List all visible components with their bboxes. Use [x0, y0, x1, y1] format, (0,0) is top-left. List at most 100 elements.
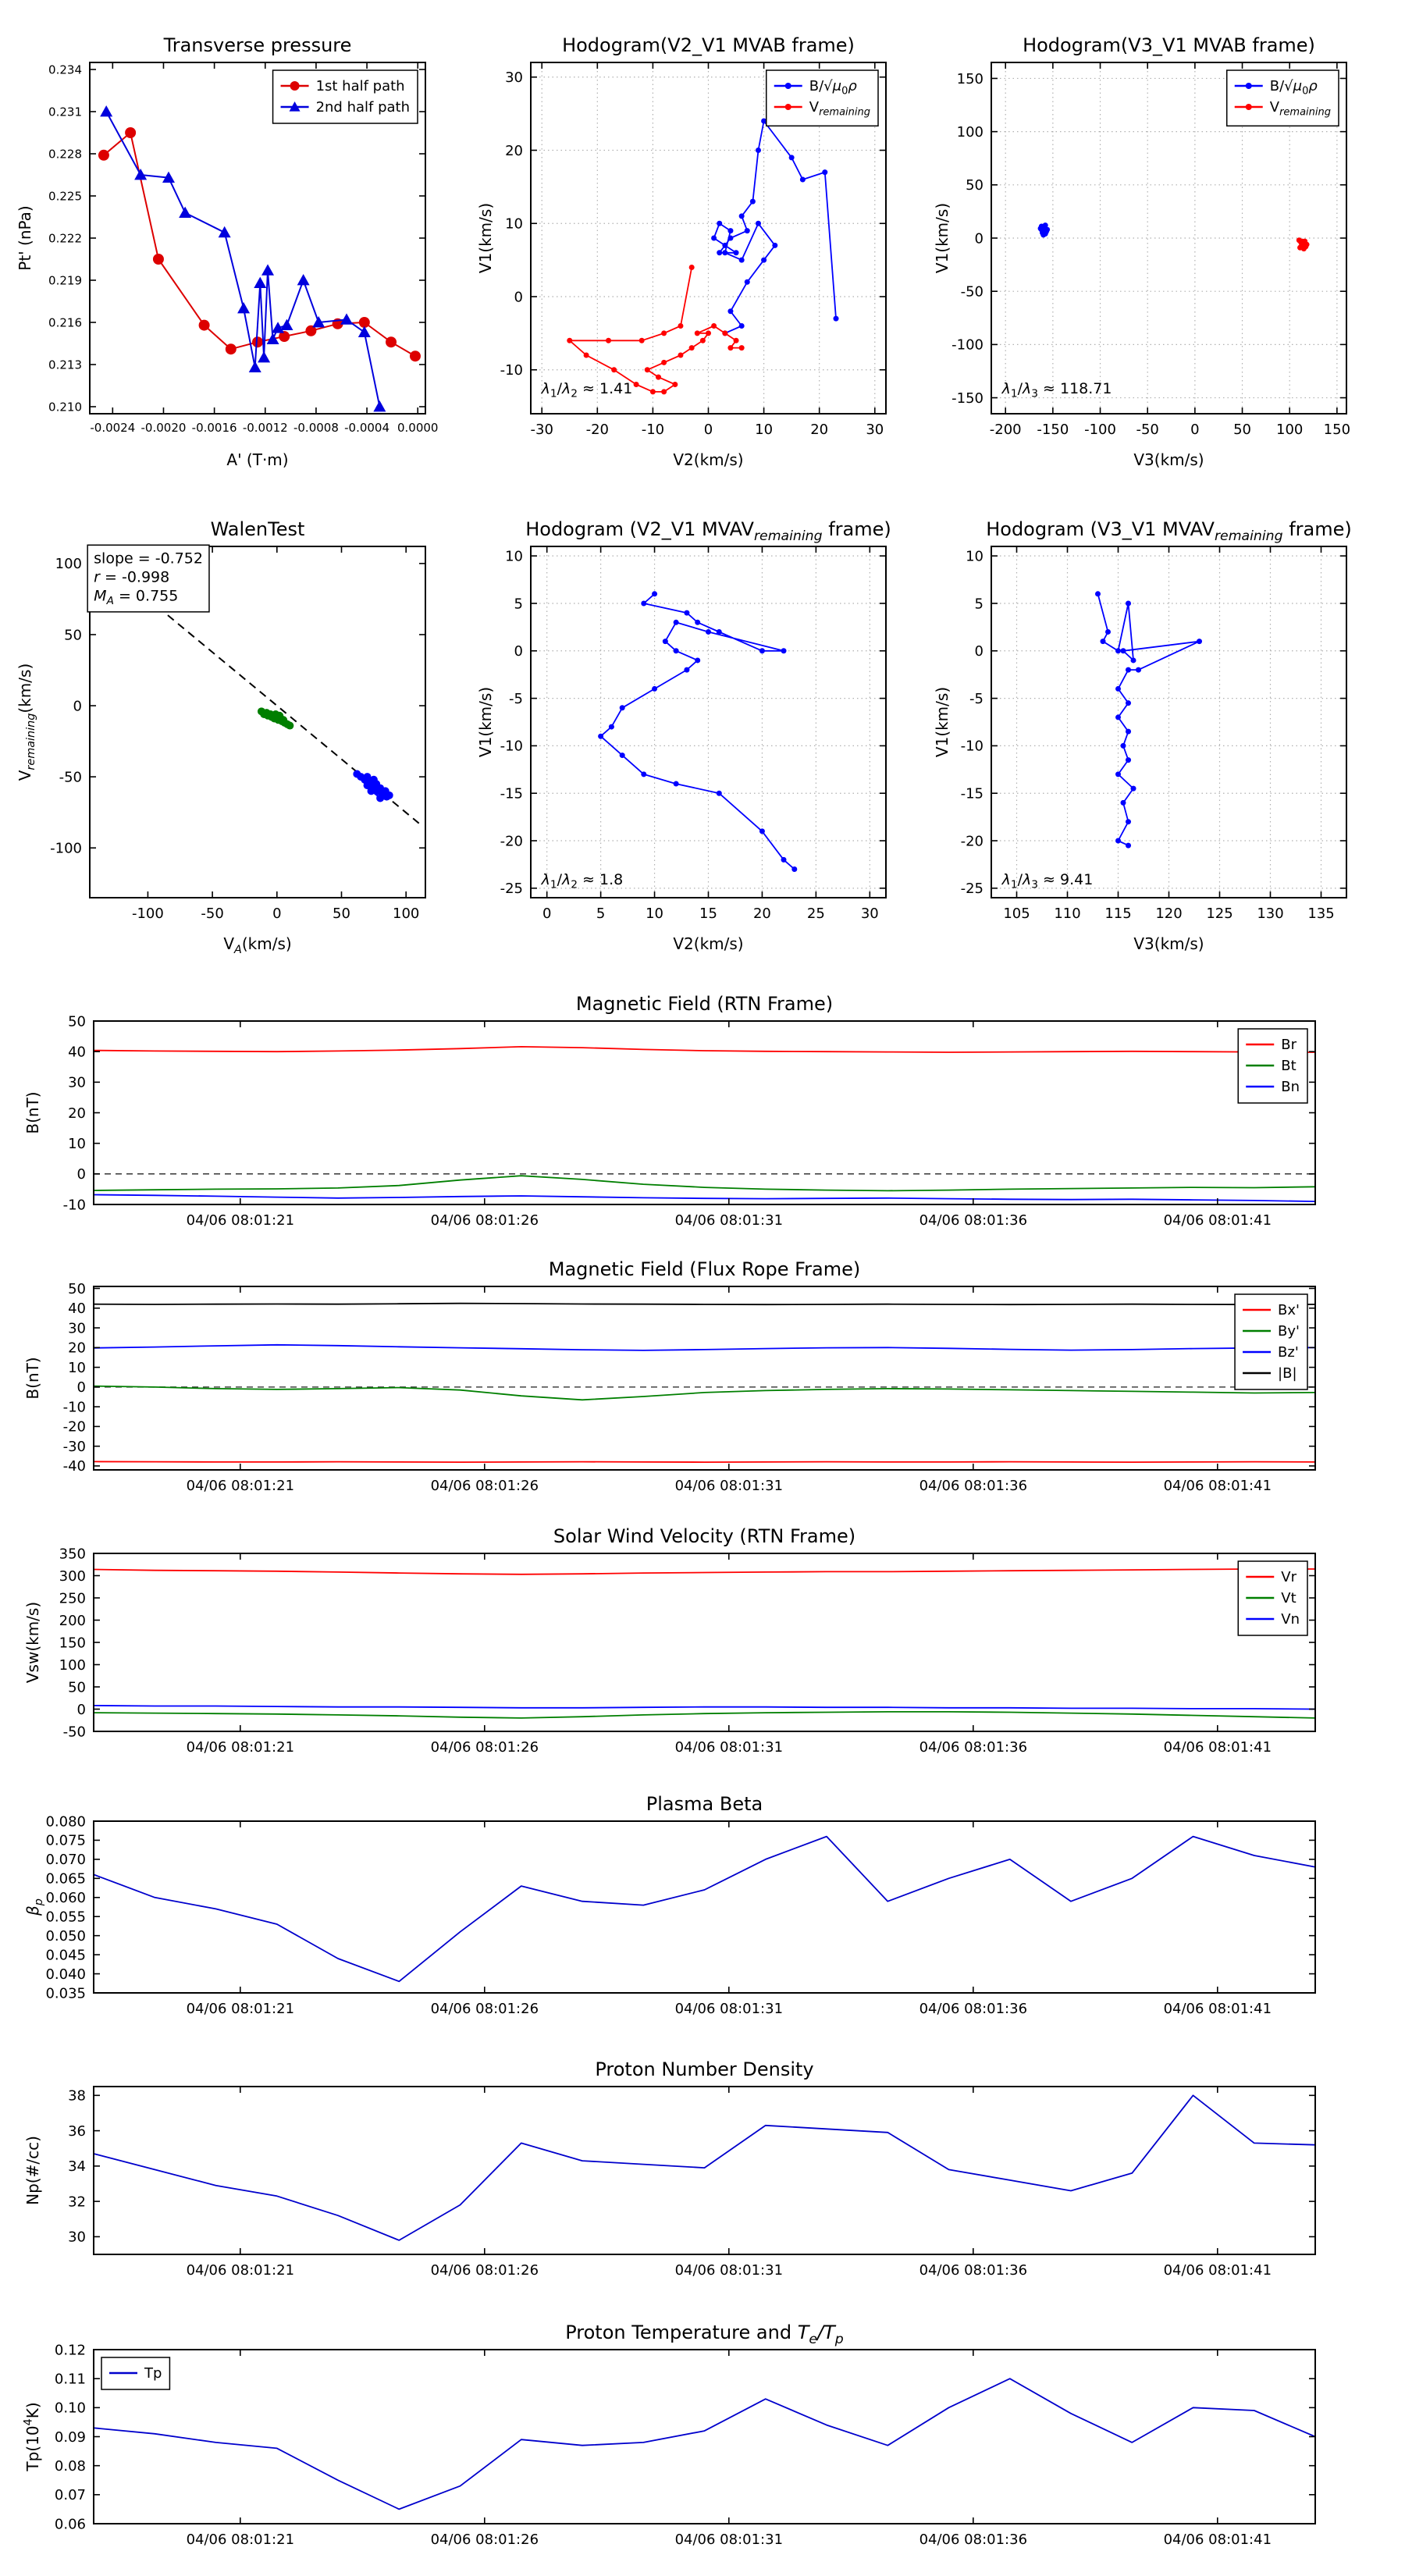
svg-text:5: 5 [596, 906, 605, 922]
x-axis-label: V3(km/s) [1133, 934, 1204, 953]
svg-text:30: 30 [68, 1320, 86, 1336]
svg-text:-50: -50 [201, 906, 223, 922]
svg-text:350: 350 [59, 1546, 86, 1562]
chart-title: Transverse pressure [163, 34, 352, 56]
chart-transverse-pressure: -0.0024 -0.0020 -0.0016 -0.0012 -0.0008 -0.00… [16, 34, 438, 469]
svg-text:0.10: 0.10 [55, 2400, 86, 2417]
svg-text:50: 50 [333, 906, 350, 922]
svg-text:04/06 08:01:21: 04/06 08:01:21 [187, 2532, 294, 2548]
svg-text:-25: -25 [961, 881, 984, 897]
svg-text:-10: -10 [63, 1197, 86, 1213]
svg-text:30: 30 [68, 1075, 86, 1091]
svg-text:-100: -100 [951, 337, 984, 354]
series-v-remaining [1296, 237, 1310, 252]
series-Bt [93, 1175, 1316, 1192]
svg-text:-25: -25 [500, 881, 523, 897]
chart-legend: B/√μ0ρ Vremaining [1225, 69, 1339, 127]
x-axis-label: V3(km/s) [1133, 450, 1204, 469]
chart-title: Hodogram (V2_V1 MVAVremaining frame) [525, 518, 891, 544]
svg-text:04/06 08:01:41: 04/06 08:01:41 [1164, 1212, 1272, 1229]
svg-text:0.080: 0.080 [45, 1813, 86, 1830]
series-first-half-path [98, 127, 421, 362]
svg-text:32: 32 [68, 2194, 86, 2210]
panel-transverse-pressure: -0.0024 -0.0020 -0.0016 -0.0012 -0.0008 -0.00… [12, 20, 453, 476]
chart-hodogram-v2v1-mvab: -30 -20 -10 0 10 20 30 -10 0 10 20 30 Hodogram(V2_V1… [476, 34, 887, 469]
svg-text:150: 150 [59, 1635, 86, 1651]
series-Vr [93, 1568, 1315, 1575]
series-Bz-prime [93, 1343, 1316, 1351]
svg-text:-15: -15 [500, 786, 523, 802]
panel-hodogram-v3v1-mvav: 105 110 115 120 125 130 135 -25 -20 -15 -10 -5 0 5 10 H… [929, 503, 1374, 960]
chart-title: Magnetic Field (Flux Rope Frame) [549, 1258, 860, 1280]
chart-proton-density: 04/06 08:01:21 04/06 08:01:26 04/06 08:01:… [23, 2058, 1316, 2279]
svg-text:0: 0 [77, 1379, 86, 1396]
series-Np [93, 2094, 1316, 2241]
svg-text:0.050: 0.050 [45, 1928, 86, 1944]
svg-text:04/06 08:01:31: 04/06 08:01:31 [675, 2262, 783, 2279]
svg-text:-10: -10 [961, 738, 984, 755]
svg-text:30: 30 [866, 422, 884, 438]
svg-text:0: 0 [1190, 422, 1199, 438]
svg-text:0.12: 0.12 [55, 2342, 86, 2358]
series-second-half-path [100, 105, 386, 412]
chart-title: Hodogram(V2_V1 MVAB frame) [562, 34, 855, 56]
svg-text:100: 100 [59, 1657, 86, 1674]
svg-text:Vremaining: Vremaining [1270, 99, 1331, 118]
svg-text:0: 0 [704, 422, 713, 438]
panel-proton-density: 04/06 08:01:21 04/06 08:01:26 04/06 08:01:… [20, 2048, 1385, 2283]
svg-text:04/06 08:01:26: 04/06 08:01:26 [431, 2001, 539, 2017]
svg-text:-20: -20 [961, 833, 984, 849]
series-v-remaining-path [1095, 591, 1202, 849]
svg-text:25: 25 [807, 906, 825, 922]
chart-legend: Br Bt Bn [1237, 1028, 1308, 1104]
svg-text:Vr: Vr [1281, 1569, 1297, 1585]
x-axis-label: A' (T·m) [226, 450, 288, 469]
svg-text:By': By' [1278, 1323, 1300, 1340]
axes: -100 -50 0 50 100 -100 -50 0 50 100 [50, 546, 426, 922]
gridlines [991, 546, 1346, 898]
annotation: λ1/λ3 ≈ 9.41 [1001, 871, 1094, 891]
svg-text:50: 50 [68, 1281, 86, 1297]
svg-text:04/06 08:01:31: 04/06 08:01:31 [675, 2532, 783, 2548]
svg-text:04/06 08:01:26: 04/06 08:01:26 [431, 1478, 539, 1494]
series-alfven-velocity [1037, 222, 1051, 238]
panel-proton-temp: 04/06 08:01:21 04/06 08:01:26 04/06 08:01:… [20, 2311, 1385, 2553]
chart-legend: 1st half path 2nd half path [272, 69, 418, 124]
svg-text:04/06 08:01:21: 04/06 08:01:21 [187, 1478, 294, 1494]
series-Vt [93, 1710, 1316, 1719]
svg-text:slope = -0.752: slope = -0.752 [94, 550, 203, 567]
svg-text:0.219: 0.219 [48, 273, 82, 287]
series-v-remaining-path [598, 591, 798, 873]
svg-text:5: 5 [514, 596, 523, 612]
svg-text:-0.0020: -0.0020 [141, 421, 187, 435]
y-axis-label: Pt' (nPa) [16, 205, 34, 270]
svg-text:λ1/λ3 ≈ 118.71: λ1/λ3 ≈ 118.71 [1001, 380, 1112, 400]
svg-text:0: 0 [514, 289, 523, 305]
svg-text:04/06 08:01:36: 04/06 08:01:36 [919, 2262, 1027, 2279]
svg-text:50: 50 [64, 627, 82, 643]
panel-hodogram-v2v1-mvab: -30 -20 -10 0 10 20 30 -10 0 10 20 30 Hodogram(V2_V1… [472, 20, 909, 476]
svg-text:0.060: 0.060 [45, 1890, 86, 1906]
annotation: λ1/λ3 ≈ 118.71 [1001, 380, 1112, 400]
svg-text:-10: -10 [63, 1399, 86, 1415]
svg-text:-50: -50 [63, 1724, 86, 1740]
svg-text:-50: -50 [961, 283, 984, 300]
series-alfven-velocity [711, 118, 839, 336]
svg-text:0: 0 [73, 698, 82, 714]
svg-text:0.213: 0.213 [48, 358, 82, 372]
svg-text:λ1/λ2 ≈ 1.41: λ1/λ2 ≈ 1.41 [541, 380, 633, 400]
svg-text:0.231: 0.231 [48, 105, 82, 119]
y-axis-label: Vsw(km/s) [23, 1602, 42, 1683]
svg-text:04/06 08:01:26: 04/06 08:01:26 [431, 1212, 539, 1229]
svg-text:0.07: 0.07 [55, 2487, 86, 2503]
svg-text:-40: -40 [63, 1458, 86, 1475]
svg-text:04/06 08:01:41: 04/06 08:01:41 [1164, 1478, 1272, 1494]
series-second-half-points [353, 770, 393, 802]
series-beta-p [93, 1835, 1316, 1983]
svg-text:105: 105 [1003, 906, 1030, 922]
svg-text:0.06: 0.06 [55, 2516, 86, 2532]
svg-text:-150: -150 [951, 390, 984, 407]
axes: 04/06 08:01:21 04/06 08:01:26 04/06 08:01:… [63, 1013, 1316, 1229]
